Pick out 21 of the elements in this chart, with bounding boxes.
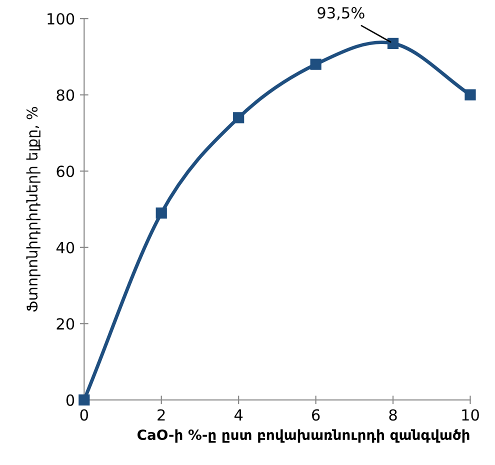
y-tick-label: 80 [56, 89, 74, 101]
point [233, 112, 244, 124]
y-tick-label: 0 [66, 394, 74, 406]
y-tick-label: 100 [48, 13, 74, 25]
y-axis-title: Ֆտորոնիդրիդների ելքը, % [26, 106, 40, 312]
x-tick-label: 6 [312, 409, 320, 421]
y-tick-label: 40 [56, 242, 74, 254]
x-tick-label: 0 [80, 409, 88, 421]
point [310, 58, 322, 70]
x-axis-title: CaO-ի %-ը ըստ բովախառնուրդի զանգվածի [138, 429, 470, 443]
x-tick-label: 10 [462, 409, 479, 421]
x-tick-label: 4 [234, 409, 243, 421]
point [464, 89, 476, 100]
point [387, 38, 399, 49]
point [156, 208, 167, 219]
point [78, 394, 90, 406]
x-tick-label: 8 [389, 409, 397, 421]
annotation: 93,5% [318, 7, 364, 20]
y-tick-label: 60 [56, 166, 74, 178]
y-tick-label: 20 [56, 318, 74, 330]
x-tick-label: 2 [158, 409, 165, 421]
